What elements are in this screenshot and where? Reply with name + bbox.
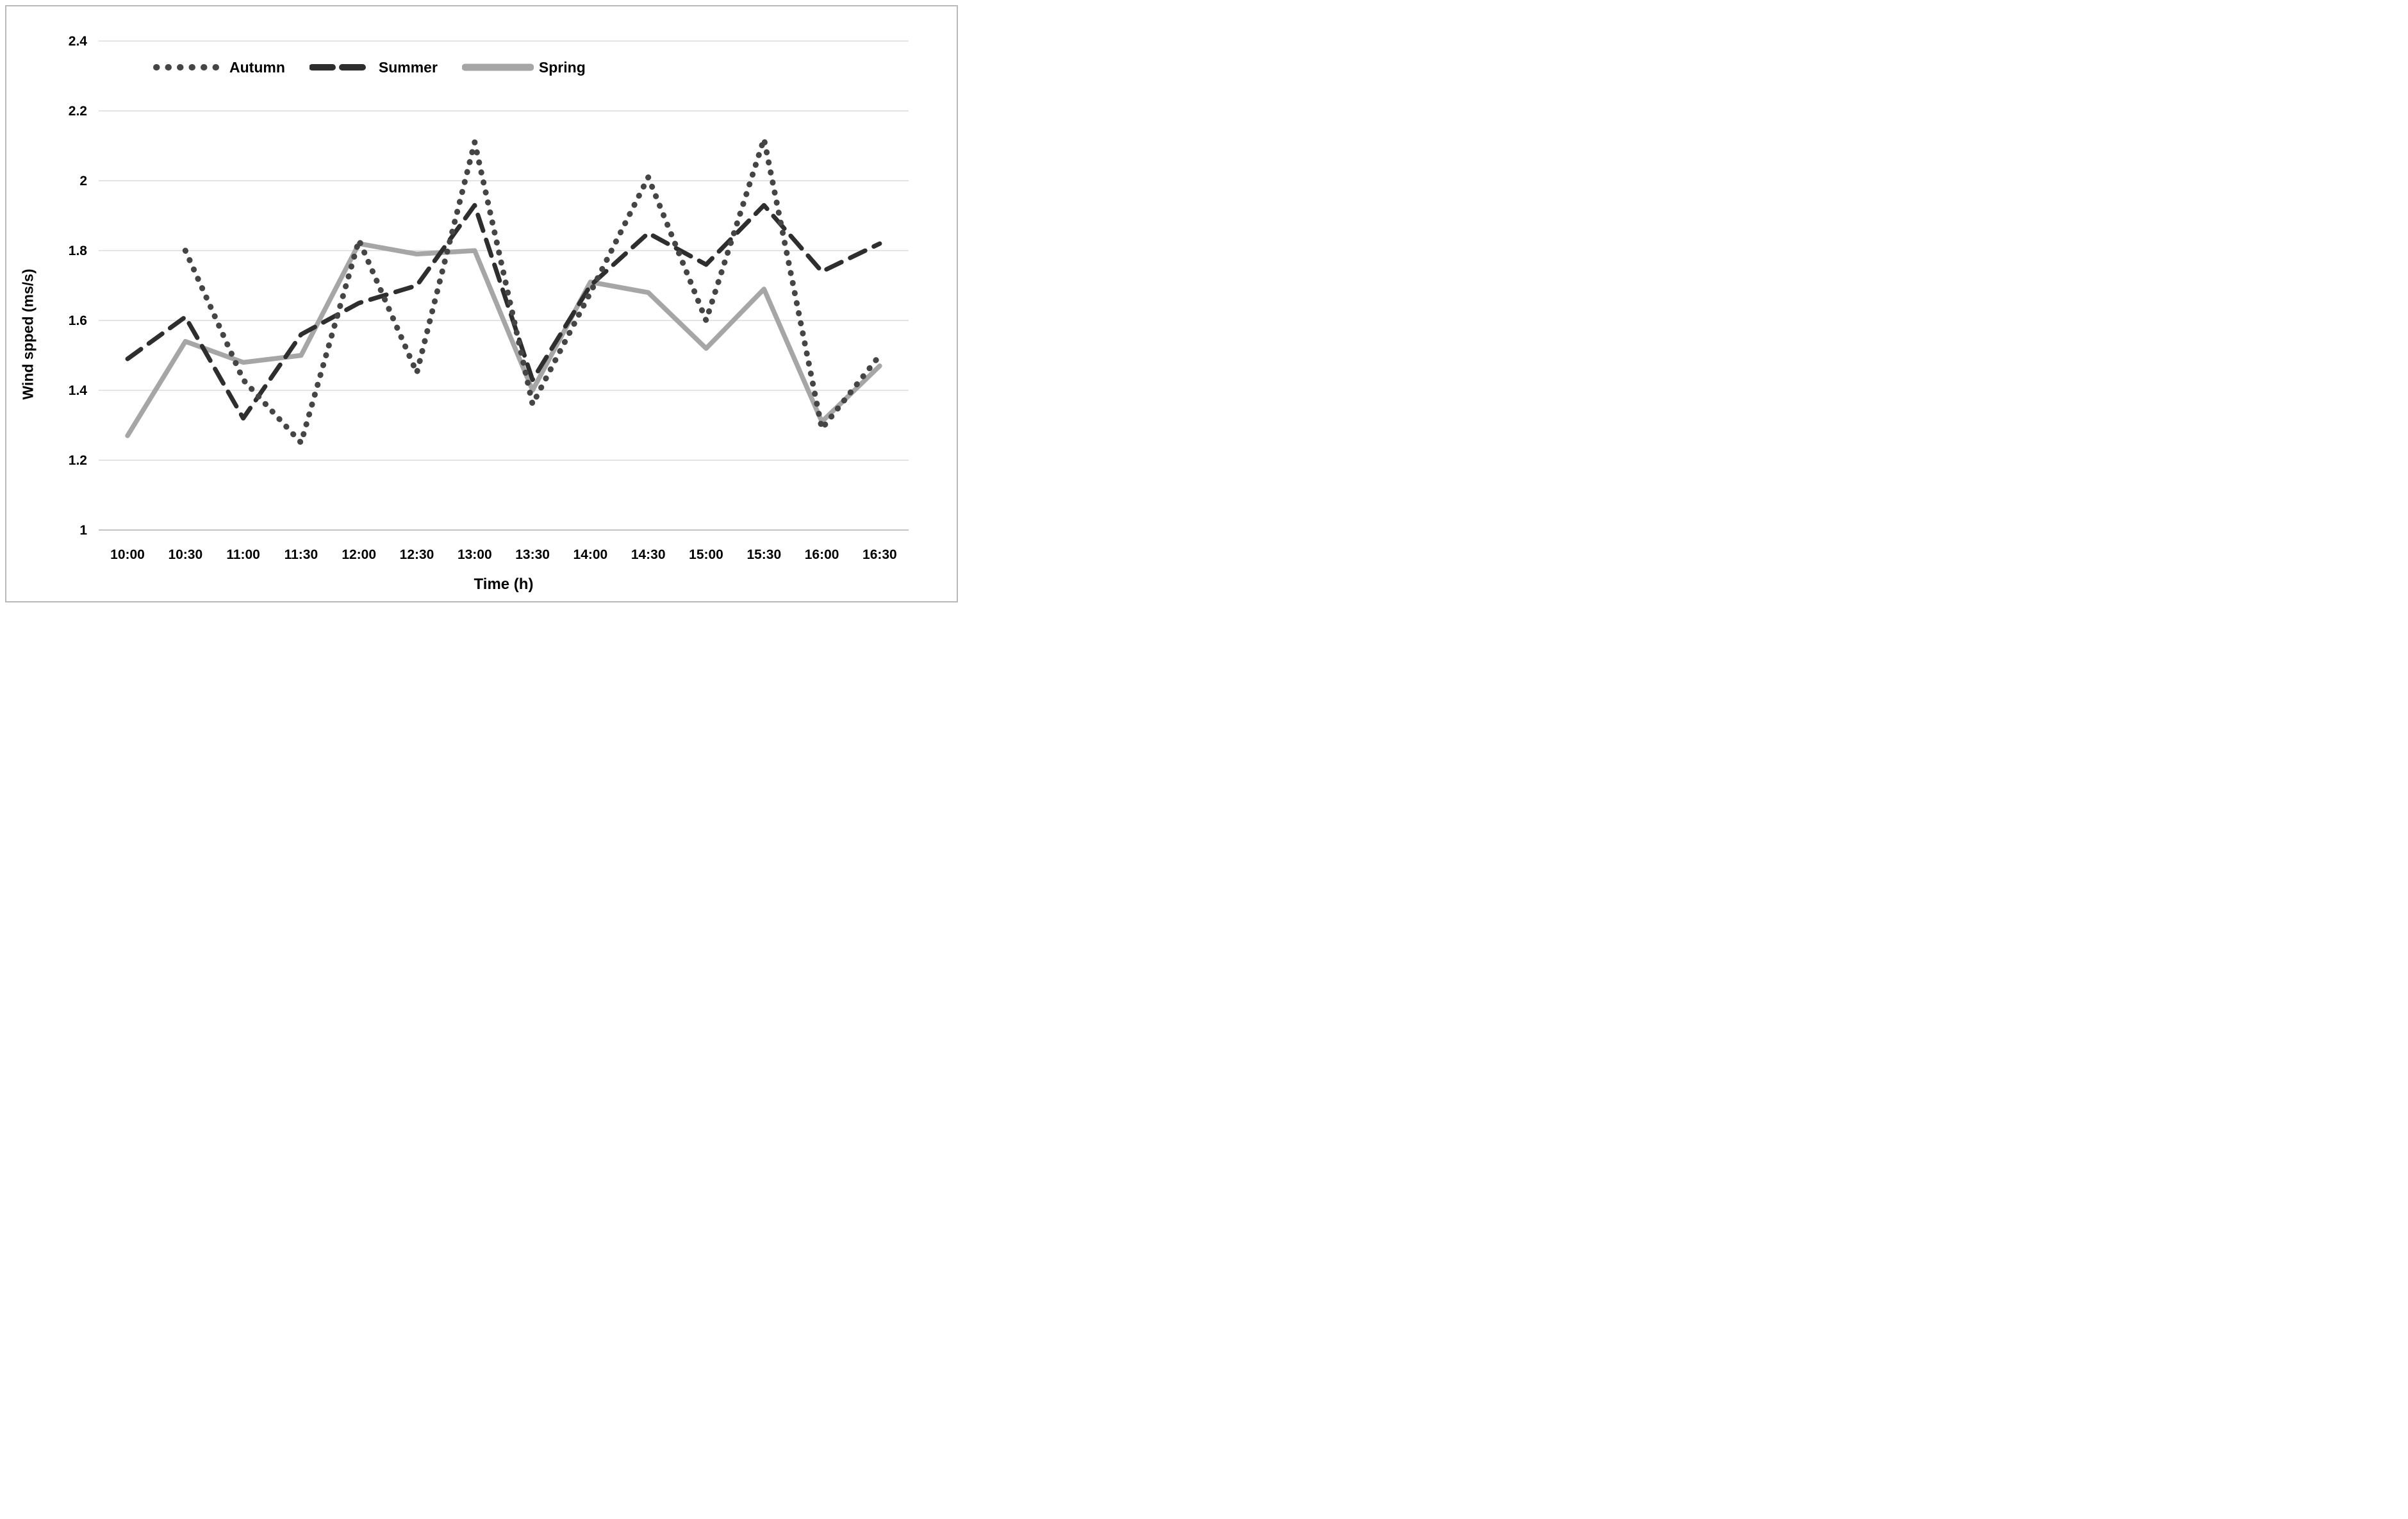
x-tick-label: 10:30 [168,547,202,562]
y-tick-label: 1 [79,523,87,538]
y-tick-label: 1.4 [69,383,88,398]
x-tick-label: 16:00 [805,547,839,562]
wind-speed-line-chart: 1 1.2 1.4 1.6 1.8 2 2.2 2.4 10:00 10:30 11:00 11:30… [69,34,909,562]
y-tick-label: 2.2 [69,104,87,119]
x-tick-label: 14:30 [631,547,666,562]
y-tick-label: 2 [79,174,87,188]
x-tick-label: 14:00 [573,547,608,562]
legend-label-spring: Spring [538,58,586,76]
series-spring-line [125,241,882,438]
figure: 1 1.2 1.4 1.6 1.8 2 2.2 2.4 10:00 10:30 11:00 11:30… [0,0,963,608]
legend-sample-autumn-dotted-line-icon [153,64,224,71]
legend-sample-summer-dashed-line-icon [309,64,374,71]
x-tick-label: 15:00 [689,547,723,562]
x-tick-label: 11:30 [285,547,318,562]
y-axis-title: Wind spped (ms/s) [19,269,37,400]
x-tick-label: 13:00 [458,547,492,562]
x-tick-label: 13:30 [515,547,550,562]
legend-label-summer: Summer [378,58,438,76]
legend-sample-spring-solid-line-icon [461,63,534,71]
legend-label-autumn: Autumn [229,58,285,76]
x-tick-label: 11:00 [226,547,260,562]
series-autumn-line [182,136,883,446]
x-tick-label: 12:00 [342,547,376,562]
y-tick-label: 1.2 [69,453,87,468]
y-tick-label: 1.6 [69,313,87,328]
x-tick-label: 12:30 [400,547,434,562]
legend-item-summer: Summer [309,59,438,76]
series-summer-line [125,203,882,421]
x-axis-title: Time (h) [474,576,534,593]
legend-item-autumn: Autumn [153,59,285,76]
x-tick-label: 16:30 [862,547,897,562]
legend-item-spring: Spring [461,58,586,76]
y-tick-label: 1.8 [69,244,88,258]
chart-legend: Autumn Summer Spring [153,58,586,77]
y-tick-label: 2.4 [69,34,88,49]
x-tick-label: 10:00 [110,547,145,562]
x-tick-label: 15:30 [746,547,781,562]
